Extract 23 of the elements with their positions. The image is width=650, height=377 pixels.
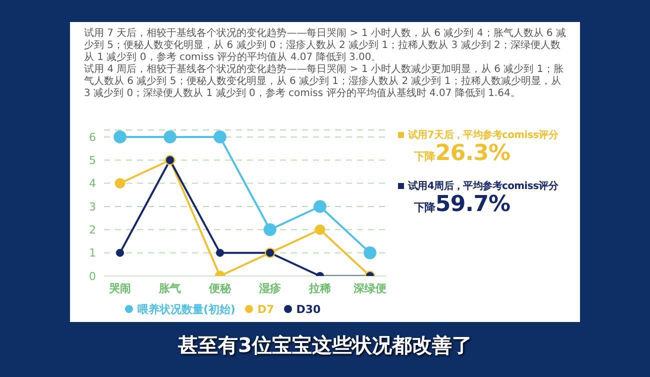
text: 试用 7 天后，相较于基线各个状况的变化趋势——每日哭闹 > 1 小时人数，从 6 减少到 4；胀气人数从 6 减少到 5；便秘人数变化明显，从 6 减少到 0；湿疹人数从 2 减少到 1；拉稀人数从 3 减少到 2；深绿便人数从 1 减少到 0，参考 comiss 评分的平均值从 4.07 降低到 3.00。 (84, 28, 566, 64)
text: 甚至有3位宝宝这些状况都改善了 (177, 332, 473, 359)
x-tick-label: 深绿便 (352, 282, 386, 295)
text: 试用 4 周后，相较于基线各个状况的变化趋势——每日哭闹 > 1 小时人数减少更加明显，从 6 减少到 1；胀气人数从 6 减少到 5；便秘人数变化明显，从 6 减少到 1；湿疹人数从 2 减少到 1；拉稀人数减少明显，从 3 减少到 0；深绿便人数从 1 减少到 0，参考 comiss 评分的平均值从基线时 4.07 降低到 1.64。 (84, 64, 564, 100)
x-tick-label: 哭闹 (108, 282, 131, 295)
y-tick-label: 5 (89, 154, 96, 168)
y-tick-label: 3 (89, 200, 96, 214)
text: 下降59.7% (414, 192, 510, 217)
y-tick-label: 1 (89, 246, 96, 260)
y-tick-label: 6 (89, 130, 96, 144)
text: 下降26.3% (414, 141, 510, 166)
x-tick-label: 胀气 (158, 282, 181, 295)
y-tick-label: 4 (89, 177, 96, 190)
y-tick-label: 2 (89, 224, 96, 237)
x-tick-label: 湿疹 (258, 282, 282, 295)
y-tick-label: 0 (89, 270, 96, 283)
legend-label: 喂养状况数量(初始) (137, 303, 236, 316)
x-tick-label: 拉稀 (308, 282, 331, 295)
legend-label: D7 (257, 303, 274, 316)
legend-label: D30 (296, 303, 321, 316)
x-tick-label: 便秘 (208, 282, 232, 295)
text: 试用4周后，平均参考comiss评分 (406, 180, 560, 193)
text: 试用7天后，平均参考comiss评分 (406, 128, 560, 142)
